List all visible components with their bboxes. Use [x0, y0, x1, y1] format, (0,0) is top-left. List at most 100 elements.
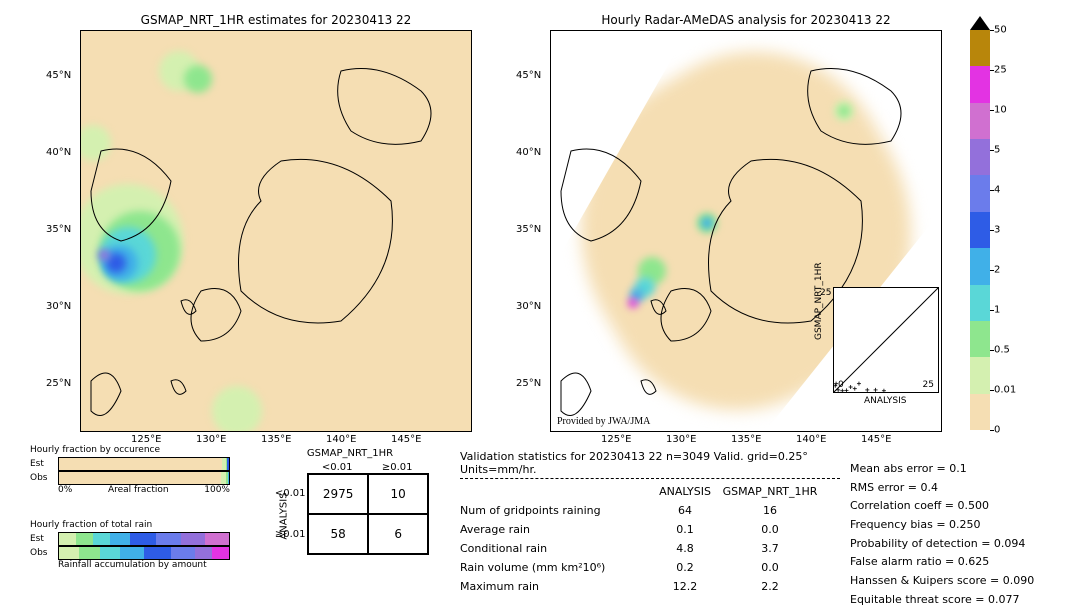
bar-seg [76, 533, 93, 545]
lat-tick: 40°N [46, 147, 71, 158]
hfo-title: Hourly fraction by occurence [30, 445, 230, 455]
stats-metric: Mean abs error = 0.1 [850, 460, 1034, 479]
scatter-x-max: 25 [923, 380, 934, 390]
stats-row-b: 0.0 [720, 561, 820, 574]
hourly-fraction-occurrence: Hourly fraction by occurence Est Obs 0% … [30, 445, 230, 495]
hftr-title: Hourly fraction of total rain [30, 520, 230, 530]
hftr-obs-label: Obs [30, 548, 58, 558]
stats-row-b: 2.2 [720, 580, 820, 593]
lon-tick: 145°E [391, 434, 421, 445]
hftr-obs-bar [58, 546, 230, 560]
stats-metric: False alarm ratio = 0.625 [850, 553, 1034, 572]
bar-seg [130, 533, 156, 545]
scatter-xlabel: ANALYSIS [864, 396, 906, 406]
map-attribution: Provided by JWA/JMA [557, 416, 650, 427]
stats-row-a: 12.2 [650, 580, 720, 593]
bar-seg [195, 547, 212, 559]
colorbar-seg [970, 66, 990, 102]
lat-tick: 25°N [46, 378, 71, 389]
hfo-axis-right: 100% [204, 485, 230, 495]
stats-panel: Validation statistics for 20230413 22 n=… [460, 450, 840, 593]
hfo-axis-left: 0% [58, 485, 72, 495]
hftr-est-label: Est [30, 534, 58, 544]
colorbar-seg [970, 285, 990, 321]
colorbar-tick: 3 [994, 225, 1000, 236]
colorbar-tick: 4 [994, 185, 1000, 196]
lon-tick: 135°E [731, 434, 761, 445]
stats-metric: Frequency bias = 0.250 [850, 516, 1034, 535]
colorbar-tick: 50 [994, 25, 1007, 36]
stats-metric: Correlation coeff = 0.500 [850, 497, 1034, 516]
stats-right: Mean abs error = 0.1RMS error = 0.4Corre… [850, 460, 1034, 610]
colorbar-seg [970, 248, 990, 284]
hourly-fraction-total-rain: Hourly fraction of total rain Est Obs Ra… [30, 520, 230, 570]
colorbar-seg [970, 212, 990, 248]
lat-tick: 35°N [46, 224, 71, 235]
colorbar-tick: 25 [994, 65, 1007, 76]
lat-tick: 40°N [516, 147, 541, 158]
coast-left [81, 31, 471, 431]
lon-tick: 145°E [861, 434, 891, 445]
hfo-obs-label: Obs [30, 473, 58, 483]
bar-seg [59, 458, 222, 470]
stats-col1: ANALYSIS [650, 485, 720, 498]
ct-cell-11: 6 [368, 514, 428, 554]
bar-seg [228, 472, 229, 484]
colorbar-seg [970, 357, 990, 393]
stats-col2: GSMAP_NRT_1HR [720, 485, 820, 498]
bar-seg [227, 458, 229, 470]
stats-row-label: Num of gridpoints raining [460, 504, 650, 517]
hfo-obs-bar [58, 471, 230, 485]
lat-tick: 45°N [516, 70, 541, 81]
stats-row-b: 16 [720, 504, 820, 517]
colorbar-tick: 1 [994, 305, 1000, 316]
stats-row-a: 0.2 [650, 561, 720, 574]
bar-seg [205, 533, 229, 545]
stats-row-b: 3.7 [720, 542, 820, 555]
contingency-table: GSMAP_NRT_1HR ANALYSIS <0.01 ≥0.01 <0.01… [260, 450, 429, 556]
bar-seg [110, 533, 130, 545]
hfo-axis-caption: Areal fraction [108, 485, 169, 495]
colorbar-tick: 5 [994, 145, 1000, 156]
colorbar-seg [970, 139, 990, 175]
colorbar-arrow [970, 16, 990, 30]
ct-row-header: ANALYSIS [244, 492, 324, 539]
stats-title: Validation statistics for 20230413 22 n=… [460, 450, 840, 476]
bar-seg [144, 547, 171, 559]
stats-metric: Probability of detection = 0.094 [850, 535, 1034, 554]
lon-tick: 125°E [601, 434, 631, 445]
colorbar-tick: 0.5 [994, 345, 1010, 356]
scatter-inset: 25 0 25 ANALYSIS GSMAP_NRT_1HR [833, 287, 939, 393]
ct-col-header: GSMAP_NRT_1HR [290, 448, 410, 459]
lon-tick: 140°E [326, 434, 356, 445]
hftr-caption: Rainfall accumulation by amount [30, 560, 230, 570]
lat-tick: 35°N [516, 224, 541, 235]
colorbar-seg [970, 175, 990, 211]
map-left: GSMAP_NRT_1HR estimates for 20230413 22 [80, 30, 472, 432]
colorbar-tick: 2 [994, 265, 1000, 276]
bar-seg [100, 547, 120, 559]
bar-seg [156, 533, 182, 545]
stats-row-b: 0.0 [720, 523, 820, 536]
stats-row-label: Rain volume (mm km²10⁶) [460, 561, 650, 574]
ct-col-0: <0.01 [307, 462, 367, 473]
lat-tick: 30°N [516, 301, 541, 312]
stats-row-a: 0.1 [650, 523, 720, 536]
stats-metric: Hanssen & Kuipers score = 0.090 [850, 572, 1034, 591]
stats-row-label: Conditional rain [460, 542, 650, 555]
ct-col-1: ≥0.01 [367, 462, 427, 473]
scatter-x-min: 0 [838, 380, 844, 390]
colorbar-seg [970, 30, 990, 66]
bar-seg [120, 547, 144, 559]
map-left-title: GSMAP_NRT_1HR estimates for 20230413 22 [81, 13, 471, 27]
lon-tick: 140°E [796, 434, 826, 445]
bar-seg [212, 547, 229, 559]
ct-cell-01: 10 [368, 474, 428, 514]
lon-tick: 130°E [196, 434, 226, 445]
lon-tick: 125°E [131, 434, 161, 445]
colorbar-seg [970, 103, 990, 139]
stats-metric: Equitable threat score = 0.077 [850, 591, 1034, 610]
stats-row-a: 4.8 [650, 542, 720, 555]
bar-seg [59, 533, 76, 545]
bar-seg [59, 472, 221, 484]
